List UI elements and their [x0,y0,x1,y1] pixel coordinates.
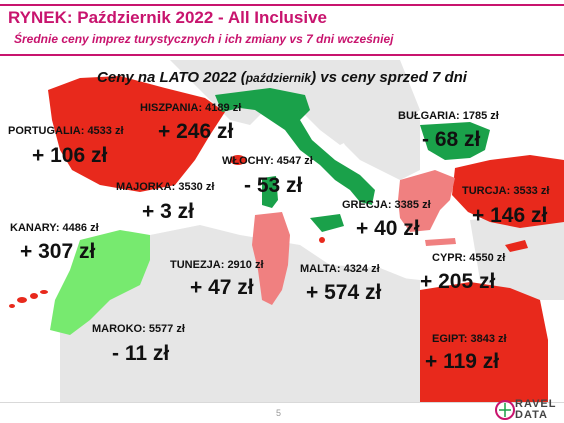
majorka-label: MAJORKA: 3530 zł [116,181,215,193]
majorca-island [230,155,246,165]
portugalia-change: + 106 zł [32,144,108,167]
kanary-change: + 307 zł [20,240,96,263]
cypr-change: + 205 zł [420,270,496,293]
cyprus-island [505,240,528,252]
middle-east-land [470,210,564,300]
turcja-label: TURCJA: 3533 zł [462,185,550,197]
malta-island [319,237,325,243]
footer-divider [0,402,564,403]
map-title: Ceny na LATO 2022 (październik) vs ceny … [0,69,564,86]
slide-subtitle: Średnie ceny imprez turystycznych i ich … [14,32,394,46]
bulgaria-label: BUŁGARIA: 1785 zł [398,110,499,122]
turcja-change: + 146 zł [472,204,548,227]
canary-island-1 [17,297,27,303]
bulgaria-region [420,122,490,160]
slide-header: RYNEK: Październik 2022 - All Inclusive … [0,0,564,60]
logo-text-line1: RAVEL [515,398,557,410]
turkey-region [452,155,564,228]
majorka-change: + 3 zł [142,200,194,223]
grecja-change: + 40 zł [356,217,420,240]
logo-text-line2: DATA [515,409,548,421]
slide-title: RYNEK: Październik 2022 - All Inclusive [8,8,328,27]
egipt-change: + 119 zł [425,350,500,373]
bulgaria-change: - 68 zł [422,128,481,151]
italy-region [215,88,375,205]
map-canvas [0,60,564,403]
canary-island-4 [9,304,15,308]
kanary-label: KANARY: 4486 zł [10,222,99,234]
canary-island-2 [30,293,38,299]
portugalia-label: PORTUGALIA: 4533 zł [8,125,124,137]
europe-map [0,60,564,403]
map-title-small: październik [245,71,312,85]
wlochy-change: - 53 zł [244,174,303,197]
map-title-part1: Ceny na LATO 2022 ( [97,69,246,86]
malta-label: MALTA: 4324 zł [300,263,380,275]
maroko-label: MAROKO: 5577 zł [92,323,185,335]
cypr-label: CYPR: 4550 zł [432,252,506,264]
balkans-land [330,110,420,180]
page-number: 5 [276,408,282,418]
maroko-change: - 11 zł [112,342,170,365]
header-bottom-line [0,54,564,56]
greece-region [398,170,455,232]
tunezja-label: TUNEZJA: 2910 zł [170,259,264,271]
map-title-part2: ) vs ceny sprzed 7 dni [311,69,467,86]
logo-emblem-icon [495,400,515,420]
tunezja-change: + 47 zł [190,276,254,299]
libya-region [330,270,420,403]
wlochy-label: WŁOCHY: 4547 zł [222,155,313,167]
sardinia-island [262,176,278,208]
sicily-island [310,214,344,232]
morocco-region [50,230,150,335]
travel-data-logo: RAVEL DATA [494,398,560,422]
canary-island-3 [40,290,48,294]
header-top-line [0,4,564,6]
spain-portugal-region [48,76,225,192]
malta-change: + 574 zł [306,281,382,304]
egipt-label: EGIPT: 3843 zł [432,333,507,345]
hiszpania-label: HISZPANIA: 4189 zł [140,102,242,114]
crete-island [425,238,456,246]
tunisia-region [252,212,290,305]
egypt-region [420,282,548,403]
hiszpania-change: + 246 zł [158,120,234,143]
grecja-label: GRECJA: 3385 zł [342,199,431,211]
